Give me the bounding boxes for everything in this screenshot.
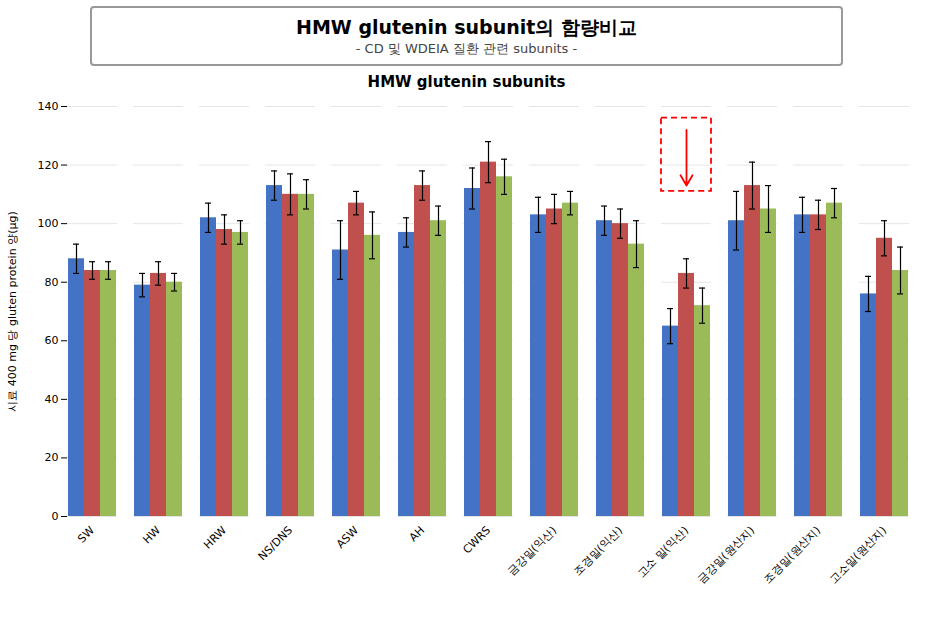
svg-text:조경밀(원산지): 조경밀(원산지) (761, 524, 823, 586)
svg-text:100: 100 (38, 217, 59, 230)
html-text:HMW glutenin subunit의 함량비교: HMW glutenin subunit의 함량비교 (296, 16, 637, 38)
html-text:HMW glutenin subunits: HMW glutenin subunits (367, 73, 566, 91)
svg-text:40: 40 (45, 393, 59, 406)
svg-text:고소 밀(익산): 고소 밀(익산) (634, 524, 691, 581)
svg-text:고소밀(원산지): 고소밀(원산지) (827, 524, 889, 586)
svg-text:140: 140 (38, 100, 59, 113)
svg-text:CWRS: CWRS (460, 524, 493, 557)
svg-text:HRW: HRW (201, 524, 229, 552)
svg-text:ASW: ASW (334, 524, 361, 551)
html-text:- CD 및 WDEIA 질환 관련 subunits -: - CD 및 WDEIA 질환 관련 subunits - (355, 41, 578, 56)
svg-text:금강밀(원산지): 금강밀(원산지) (695, 524, 757, 586)
svg-text:조경밀(익산): 조경밀(익산) (571, 524, 625, 578)
svg-text:SW: SW (75, 524, 97, 546)
svg-text:AH: AH (407, 524, 427, 544)
svg-text:금강밀(익산): 금강밀(익산) (505, 524, 559, 578)
svg-text:80: 80 (45, 276, 59, 289)
svg-text:60: 60 (45, 334, 59, 347)
svg-text:시료 400 mg 당 gluten protein 양(μ: 시료 400 mg 당 gluten protein 양(μg) (6, 211, 19, 411)
svg-text:20: 20 (45, 451, 59, 464)
svg-text:120: 120 (38, 159, 59, 172)
svg-text:NS/DNS: NS/DNS (256, 524, 295, 563)
svg-text:HW: HW (140, 524, 163, 547)
svg-text:0: 0 (52, 510, 59, 523)
